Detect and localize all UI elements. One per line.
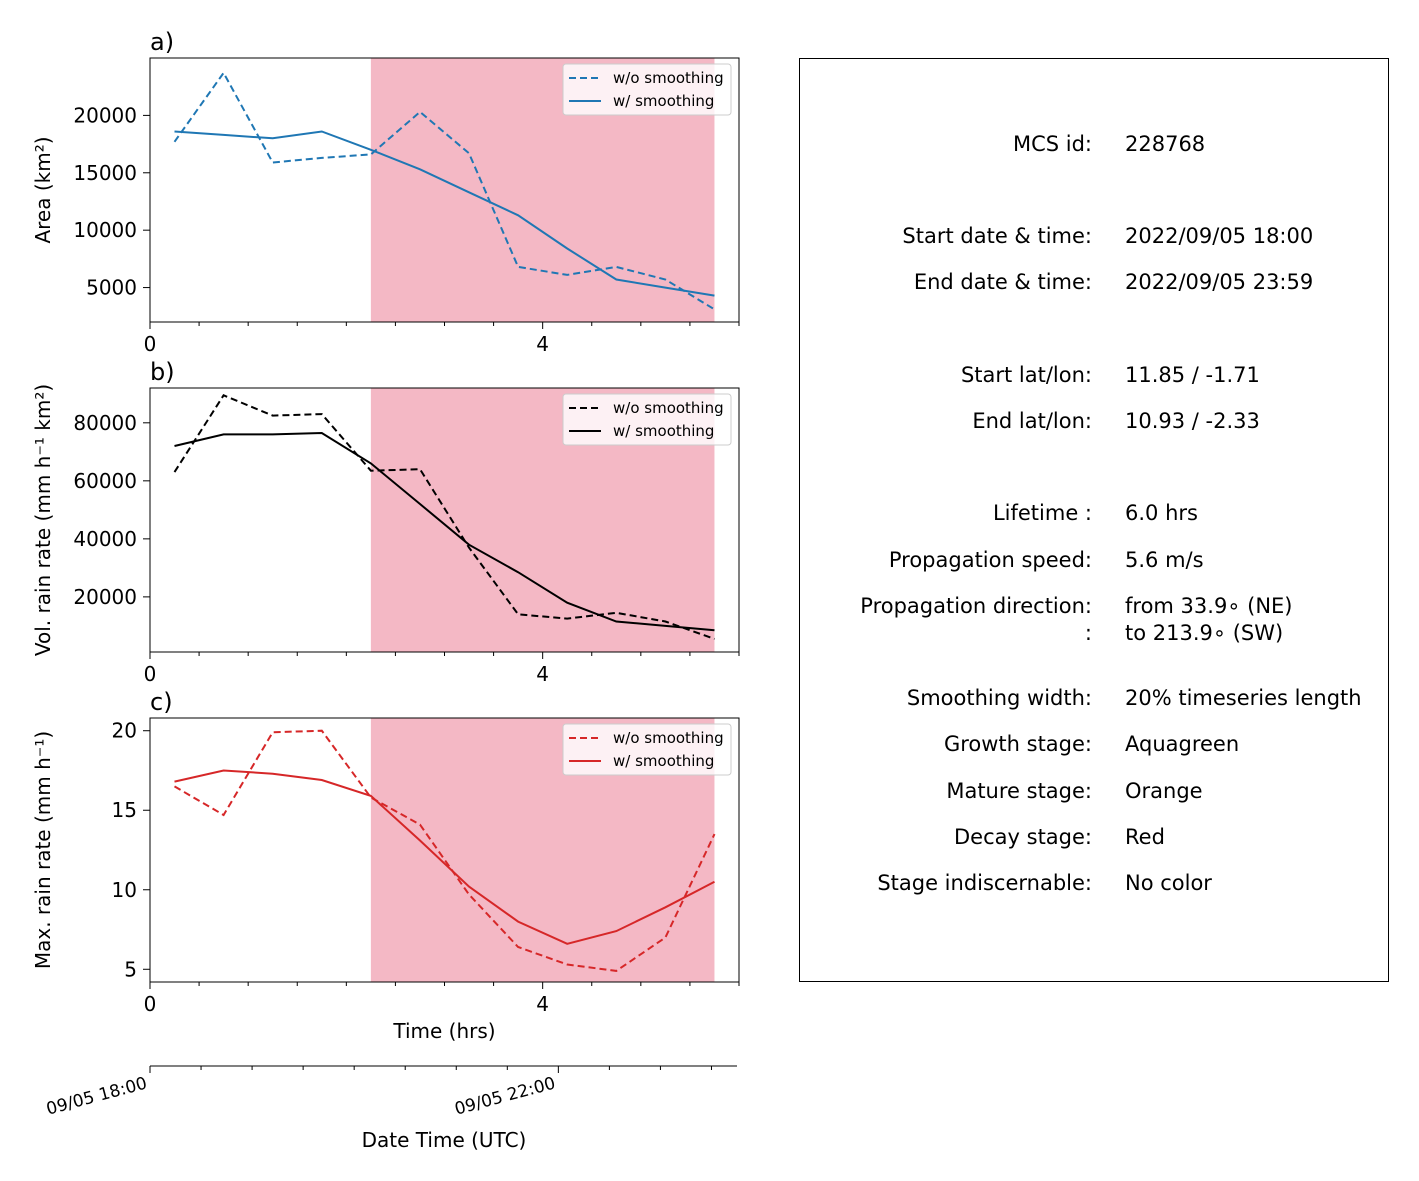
info-value: 11.85 / -1.71 — [1125, 363, 1260, 387]
x-tick-label: 0 — [144, 332, 157, 356]
y-tick-label: 60000 — [73, 469, 137, 493]
legend-entry: w/ smoothing — [613, 752, 714, 770]
mcs-info-panel: MCS id: 228768 Start date & time: 2022/09/0… — [799, 58, 1389, 982]
y-axis-label: Area (km²) — [31, 136, 55, 243]
info-value: 2022/09/05 18:00 — [1125, 224, 1314, 248]
date-tick-label: 09/05 22:00 — [453, 1074, 558, 1120]
x-axis-label: Time (hrs) — [392, 1019, 495, 1043]
info-label: End date & time: — [913, 270, 1092, 294]
info-label: Mature stage: — [946, 779, 1092, 803]
info-label: End lat/lon: — [972, 409, 1092, 433]
info-value: Red — [1125, 825, 1165, 849]
legend-box — [562, 723, 732, 776]
info-label: Stage indiscernable: — [877, 871, 1092, 895]
y-axis-label: Vol. rain rate (mm h⁻¹ km²) — [31, 384, 55, 656]
info-label: Propagation direction: — [860, 594, 1092, 618]
y-tick-label: 20000 — [73, 585, 137, 609]
legend: w/o smoothing w/ smoothing — [562, 393, 732, 446]
series-line-without-smoothing — [173, 394, 715, 640]
x-tick-label: 0 — [144, 662, 157, 686]
panel-label: c) — [150, 688, 173, 716]
info-label: Growth stage: — [943, 732, 1092, 756]
y-tick-label: 20 — [112, 719, 137, 743]
y-tick-label: 10 — [112, 878, 137, 902]
info-label: Smoothing width: — [906, 686, 1092, 710]
info-value: Aquagreen — [1125, 732, 1240, 756]
panel-a: a) 5000 10000 15000 20000 0 4 Area (km²) w/o smo… — [31, 28, 740, 356]
date-axis: 09/05 18:00 09/05 22:00 Date Time (UTC) — [44, 1065, 737, 1152]
info-value: to 213.9∘ (SW) — [1125, 621, 1284, 645]
info-value: 2022/09/05 23:59 — [1125, 270, 1314, 294]
info-label: Propagation speed: — [888, 548, 1092, 572]
y-tick-label: 5 — [124, 957, 137, 981]
legend: w/o smoothing w/ smoothing — [562, 723, 732, 776]
y-axis-label: Max. rain rate (mm h⁻¹) — [31, 731, 55, 969]
info-label: Start lat/lon: — [960, 363, 1092, 387]
legend-entry: w/ smoothing — [613, 422, 714, 440]
y-tick-label: 20000 — [73, 103, 137, 127]
info-value: 6.0 hrs — [1125, 501, 1198, 525]
info-value: Orange — [1125, 779, 1203, 803]
legend-entry: w/o smoothing — [613, 729, 724, 747]
x-tick-label: 4 — [536, 992, 549, 1016]
y-tick-label: 10000 — [73, 218, 137, 242]
legend: w/o smoothing w/ smoothing — [562, 63, 732, 116]
date-tick-label: 09/05 18:00 — [44, 1074, 149, 1120]
legend-entry: w/o smoothing — [613, 399, 724, 417]
info-value: from 33.9∘ (NE) — [1125, 594, 1293, 618]
legend-box — [562, 393, 732, 446]
x-tick-label: 4 — [536, 662, 549, 686]
info-label: : — [1084, 621, 1092, 645]
y-tick-label: 15 — [112, 798, 137, 822]
info-label: Lifetime : — [992, 501, 1092, 525]
panel-label: b) — [150, 358, 175, 386]
series-line-with-smoothing — [174, 769, 715, 945]
x-tick-label: 4 — [536, 332, 549, 356]
series-line-with-smoothing — [174, 130, 715, 297]
panel-label: a) — [150, 28, 174, 56]
y-tick-label: 15000 — [73, 161, 137, 185]
info-label: Start date & time: — [902, 224, 1092, 248]
legend-box — [562, 63, 732, 116]
series-line-without-smoothing — [173, 71, 716, 311]
y-tick-label: 40000 — [73, 527, 137, 551]
x-tick-label: 0 — [144, 992, 157, 1016]
y-tick-label: 5000 — [86, 276, 137, 300]
info-value: 10.93 / -2.33 — [1125, 409, 1260, 433]
info-value: 228768 — [1125, 132, 1206, 156]
y-tick-label: 80000 — [73, 411, 137, 435]
panel-b: b) 20000 40000 60000 80000 0 4 Vol. rain rate (… — [31, 358, 740, 686]
info-value: 5.6 m/s — [1125, 548, 1204, 572]
date-axis-label: Date Time (UTC) — [362, 1128, 527, 1152]
info-label: Decay stage: — [954, 825, 1092, 849]
legend-entry: w/ smoothing — [613, 92, 714, 110]
legend-entry: w/o smoothing — [613, 69, 724, 87]
panel-c: c) 5 10 15 20 0 4 Max. rain rate (mm h⁻¹) Time (… — [31, 688, 740, 1043]
info-value: 20% timeseries length — [1125, 686, 1362, 710]
info-label: MCS id: — [1012, 132, 1092, 156]
series-line-with-smoothing — [174, 431, 715, 632]
series-line-without-smoothing — [173, 729, 716, 972]
info-value: No color — [1125, 871, 1212, 895]
